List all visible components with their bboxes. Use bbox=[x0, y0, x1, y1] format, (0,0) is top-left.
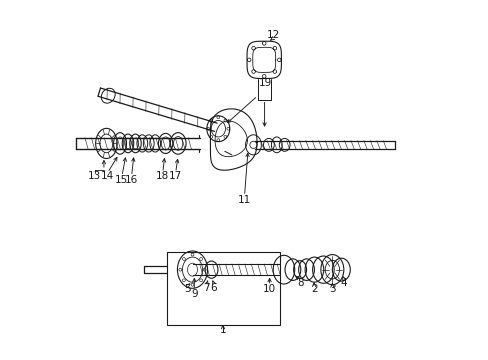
Text: 11: 11 bbox=[237, 195, 251, 205]
Bar bbox=[167, 252, 280, 325]
Text: 13: 13 bbox=[88, 171, 101, 181]
Text: 14: 14 bbox=[101, 171, 114, 181]
Text: 1: 1 bbox=[219, 325, 226, 335]
Text: 15: 15 bbox=[115, 175, 128, 185]
Text: 3: 3 bbox=[328, 284, 335, 294]
Text: 18: 18 bbox=[156, 171, 169, 181]
Text: 7: 7 bbox=[203, 283, 210, 293]
Text: 6: 6 bbox=[210, 283, 217, 293]
Text: 8: 8 bbox=[296, 278, 303, 288]
Polygon shape bbox=[210, 109, 257, 170]
Text: 19: 19 bbox=[258, 78, 271, 88]
Text: 4: 4 bbox=[340, 278, 347, 288]
Text: 12: 12 bbox=[266, 30, 279, 40]
Text: 9: 9 bbox=[191, 289, 197, 299]
Text: 2: 2 bbox=[310, 284, 317, 294]
Text: 16: 16 bbox=[124, 175, 138, 185]
Text: 5: 5 bbox=[183, 284, 190, 294]
Text: 17: 17 bbox=[169, 171, 182, 181]
Text: 10: 10 bbox=[263, 284, 276, 294]
